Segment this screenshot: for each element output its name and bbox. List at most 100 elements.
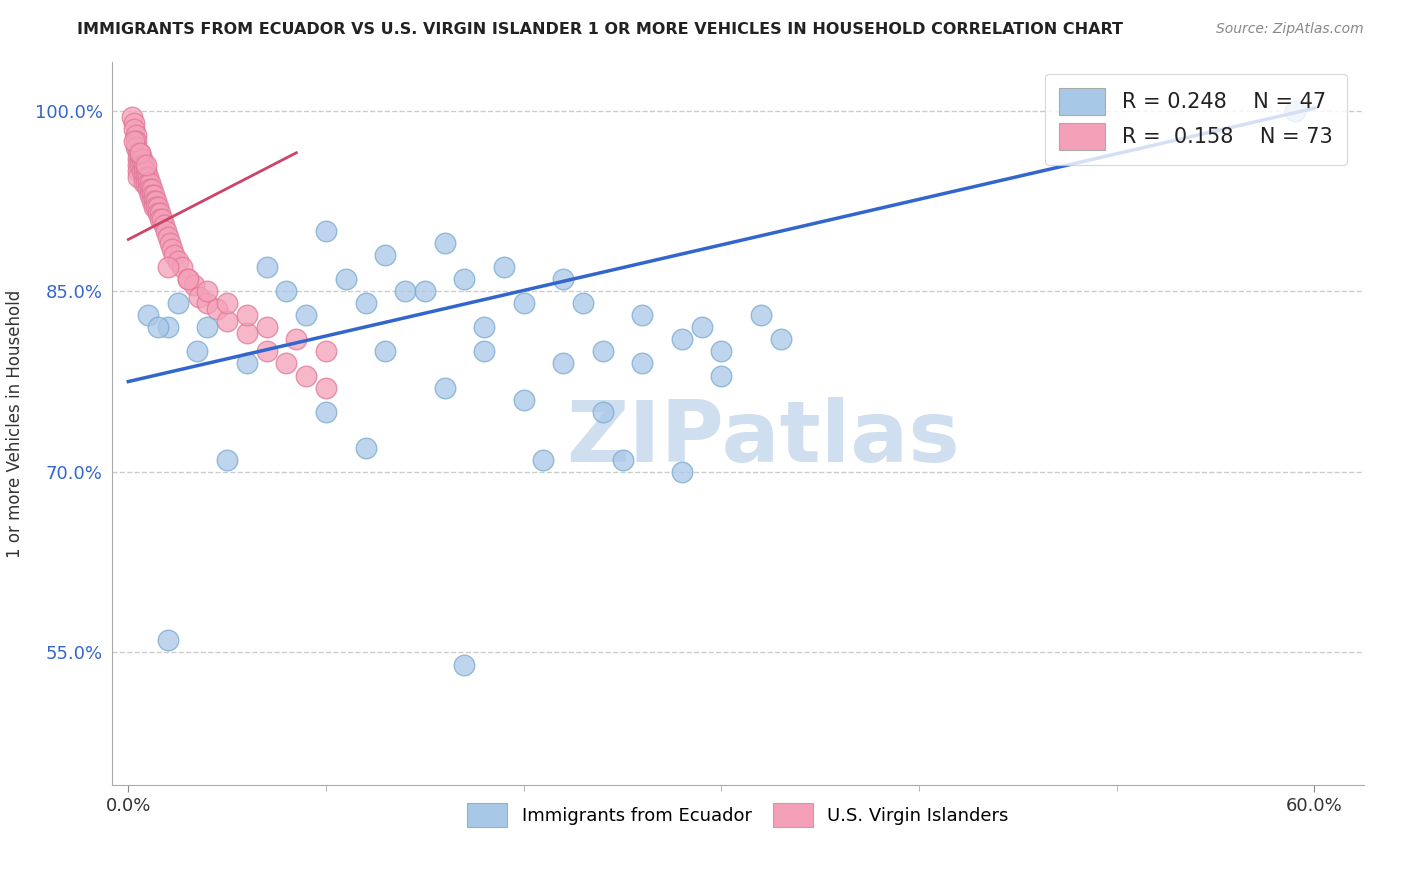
Point (276, 285, 298, 299)
Point (132, 158, 155, 172)
Point (315, 381, 337, 395)
Point (512, 296, 534, 310)
Point (710, 344, 733, 359)
Point (139, 187, 162, 202)
Point (749, 309, 772, 323)
Point (285, 332, 308, 346)
Point (195, 296, 218, 310)
Point (127, 158, 149, 172)
Text: Source: ZipAtlas.com: Source: ZipAtlas.com (1216, 22, 1364, 37)
Point (150, 212, 173, 227)
Point (433, 236, 456, 251)
Point (492, 260, 515, 275)
Point (236, 356, 259, 371)
Point (176, 272, 198, 286)
Point (135, 169, 157, 184)
Point (145, 200, 167, 214)
Point (141, 187, 163, 202)
Point (136, 169, 159, 184)
Point (139, 182, 162, 196)
Point (141, 182, 163, 196)
Point (136, 176, 159, 190)
Point (295, 309, 318, 323)
Point (183, 278, 205, 293)
Point (256, 344, 278, 359)
Point (156, 230, 179, 244)
Point (512, 392, 534, 407)
Point (155, 224, 177, 238)
Point (354, 296, 377, 310)
Point (769, 332, 792, 346)
Point (145, 194, 167, 208)
Point (125, 134, 148, 148)
Point (122, 134, 145, 148)
Point (127, 164, 149, 178)
Point (413, 285, 436, 299)
Point (135, 158, 157, 172)
Point (335, 272, 357, 286)
Point (374, 248, 396, 262)
Point (125, 128, 148, 142)
Point (217, 314, 239, 328)
Point (136, 182, 159, 196)
Point (156, 320, 179, 334)
Point (127, 169, 149, 184)
Point (143, 194, 166, 208)
Point (315, 405, 337, 419)
Point (149, 206, 172, 220)
Point (315, 224, 337, 238)
Point (186, 344, 208, 359)
Point (163, 248, 186, 262)
Point (146, 206, 169, 220)
Point (132, 169, 155, 184)
Point (166, 296, 188, 310)
Point (143, 187, 166, 202)
Point (276, 356, 298, 371)
Point (690, 320, 713, 334)
Point (122, 121, 145, 136)
Point (553, 356, 575, 371)
Point (374, 344, 396, 359)
Text: ZIPatlas: ZIPatlas (567, 397, 960, 480)
Point (394, 285, 416, 299)
Point (207, 302, 229, 317)
Point (160, 242, 183, 256)
Point (156, 260, 179, 275)
Point (136, 309, 159, 323)
Point (139, 176, 162, 190)
Point (710, 368, 733, 383)
Point (315, 344, 337, 359)
Point (433, 381, 456, 395)
Point (146, 320, 169, 334)
Point (131, 158, 153, 172)
Point (132, 164, 155, 178)
Point (612, 453, 634, 467)
Point (129, 145, 152, 160)
Point (135, 164, 157, 178)
Point (156, 633, 179, 648)
Point (631, 356, 654, 371)
Point (153, 218, 176, 232)
Point (125, 140, 148, 154)
Point (141, 194, 163, 208)
Text: IMMIGRANTS FROM ECUADOR VS U.S. VIRGIN ISLANDER 1 OR MORE VEHICLES IN HOUSEHOLD : IMMIGRANTS FROM ECUADOR VS U.S. VIRGIN I… (77, 22, 1123, 37)
Point (143, 200, 166, 214)
Point (631, 309, 654, 323)
Point (135, 176, 157, 190)
Point (127, 145, 149, 160)
Point (129, 152, 152, 166)
Point (166, 254, 188, 268)
Point (236, 326, 259, 341)
Point (217, 296, 239, 310)
Point (472, 320, 495, 334)
Point (132, 176, 155, 190)
Point (472, 344, 495, 359)
Point (553, 272, 575, 286)
Point (217, 453, 239, 467)
Point (176, 272, 198, 286)
Y-axis label: 1 or more Vehicles in Household: 1 or more Vehicles in Household (6, 290, 24, 558)
Point (236, 309, 259, 323)
Point (295, 368, 318, 383)
Point (195, 285, 218, 299)
Point (453, 657, 475, 672)
